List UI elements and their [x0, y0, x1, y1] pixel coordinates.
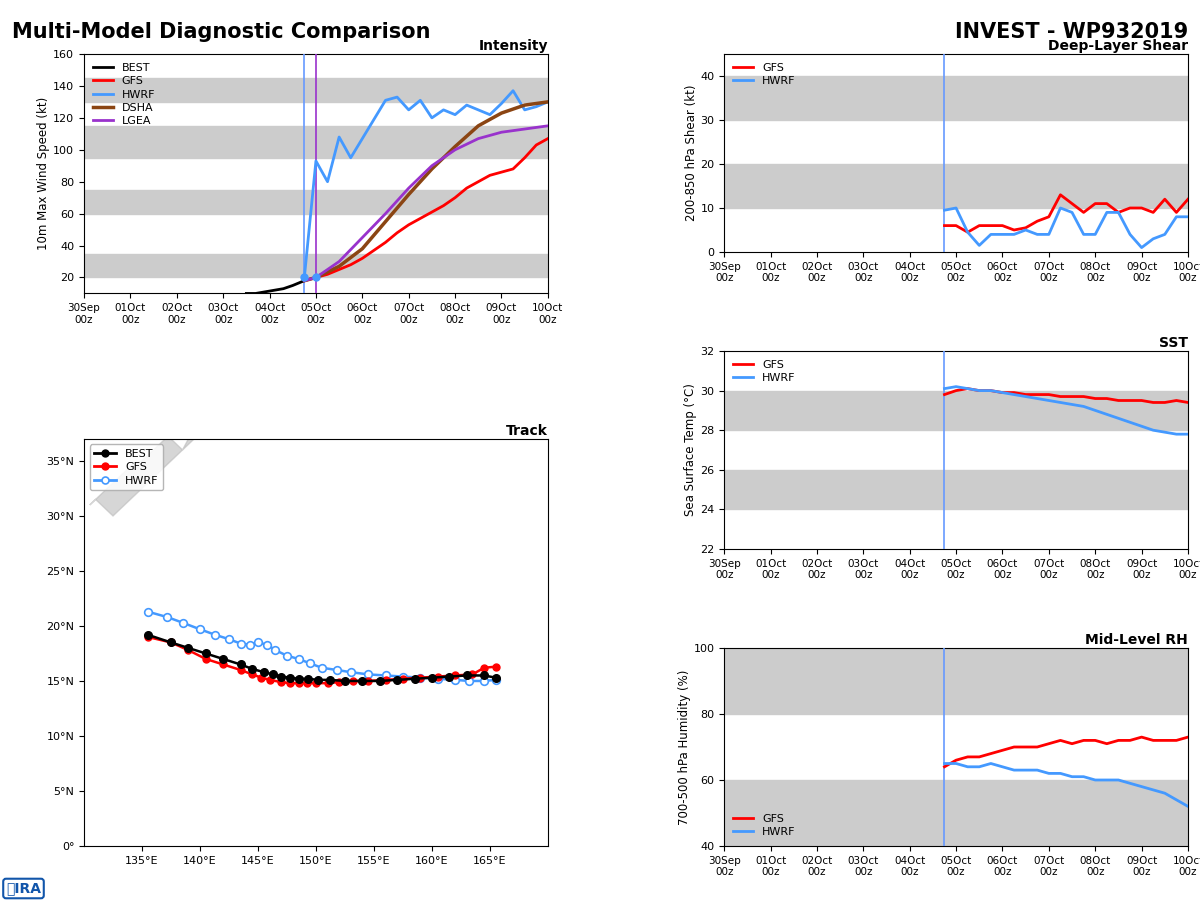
Text: Multi-Model Diagnostic Comparison: Multi-Model Diagnostic Comparison	[12, 22, 431, 42]
Text: ⒸIRA: ⒸIRA	[6, 881, 41, 896]
Legend: BEST, GFS, HWRF: BEST, GFS, HWRF	[90, 445, 163, 490]
Text: Intensity: Intensity	[479, 39, 548, 53]
Y-axis label: 700-500 hPa Humidity (%): 700-500 hPa Humidity (%)	[678, 670, 691, 824]
Bar	[84, 254, 548, 277]
Legend: GFS, HWRF: GFS, HWRF	[730, 356, 799, 387]
Bar	[84, 78, 548, 102]
Text: SST: SST	[1159, 336, 1188, 350]
Bar	[724, 391, 1188, 430]
Y-axis label: Sea Surface Temp (°C): Sea Surface Temp (°C)	[684, 383, 697, 517]
Bar	[724, 76, 1188, 120]
Bar	[724, 780, 1188, 846]
Bar	[84, 126, 548, 158]
Y-axis label: 10m Max Wind Speed (kt): 10m Max Wind Speed (kt)	[37, 97, 50, 250]
Bar	[724, 164, 1188, 208]
Bar	[84, 190, 548, 213]
Text: Mid-Level RH: Mid-Level RH	[1085, 633, 1188, 647]
Text: Track: Track	[506, 424, 548, 437]
Polygon shape	[90, 411, 217, 516]
Bar	[724, 470, 1188, 509]
Legend: BEST, GFS, HWRF, DSHA, LGEA: BEST, GFS, HWRF, DSHA, LGEA	[90, 59, 158, 130]
Y-axis label: 200-850 hPa Shear (kt): 200-850 hPa Shear (kt)	[684, 85, 697, 221]
Bar	[724, 648, 1188, 714]
Legend: GFS, HWRF: GFS, HWRF	[730, 59, 799, 90]
Text: Deep-Layer Shear: Deep-Layer Shear	[1048, 39, 1188, 53]
Legend: GFS, HWRF: GFS, HWRF	[730, 810, 799, 841]
Text: INVEST - WP932019: INVEST - WP932019	[955, 22, 1188, 42]
